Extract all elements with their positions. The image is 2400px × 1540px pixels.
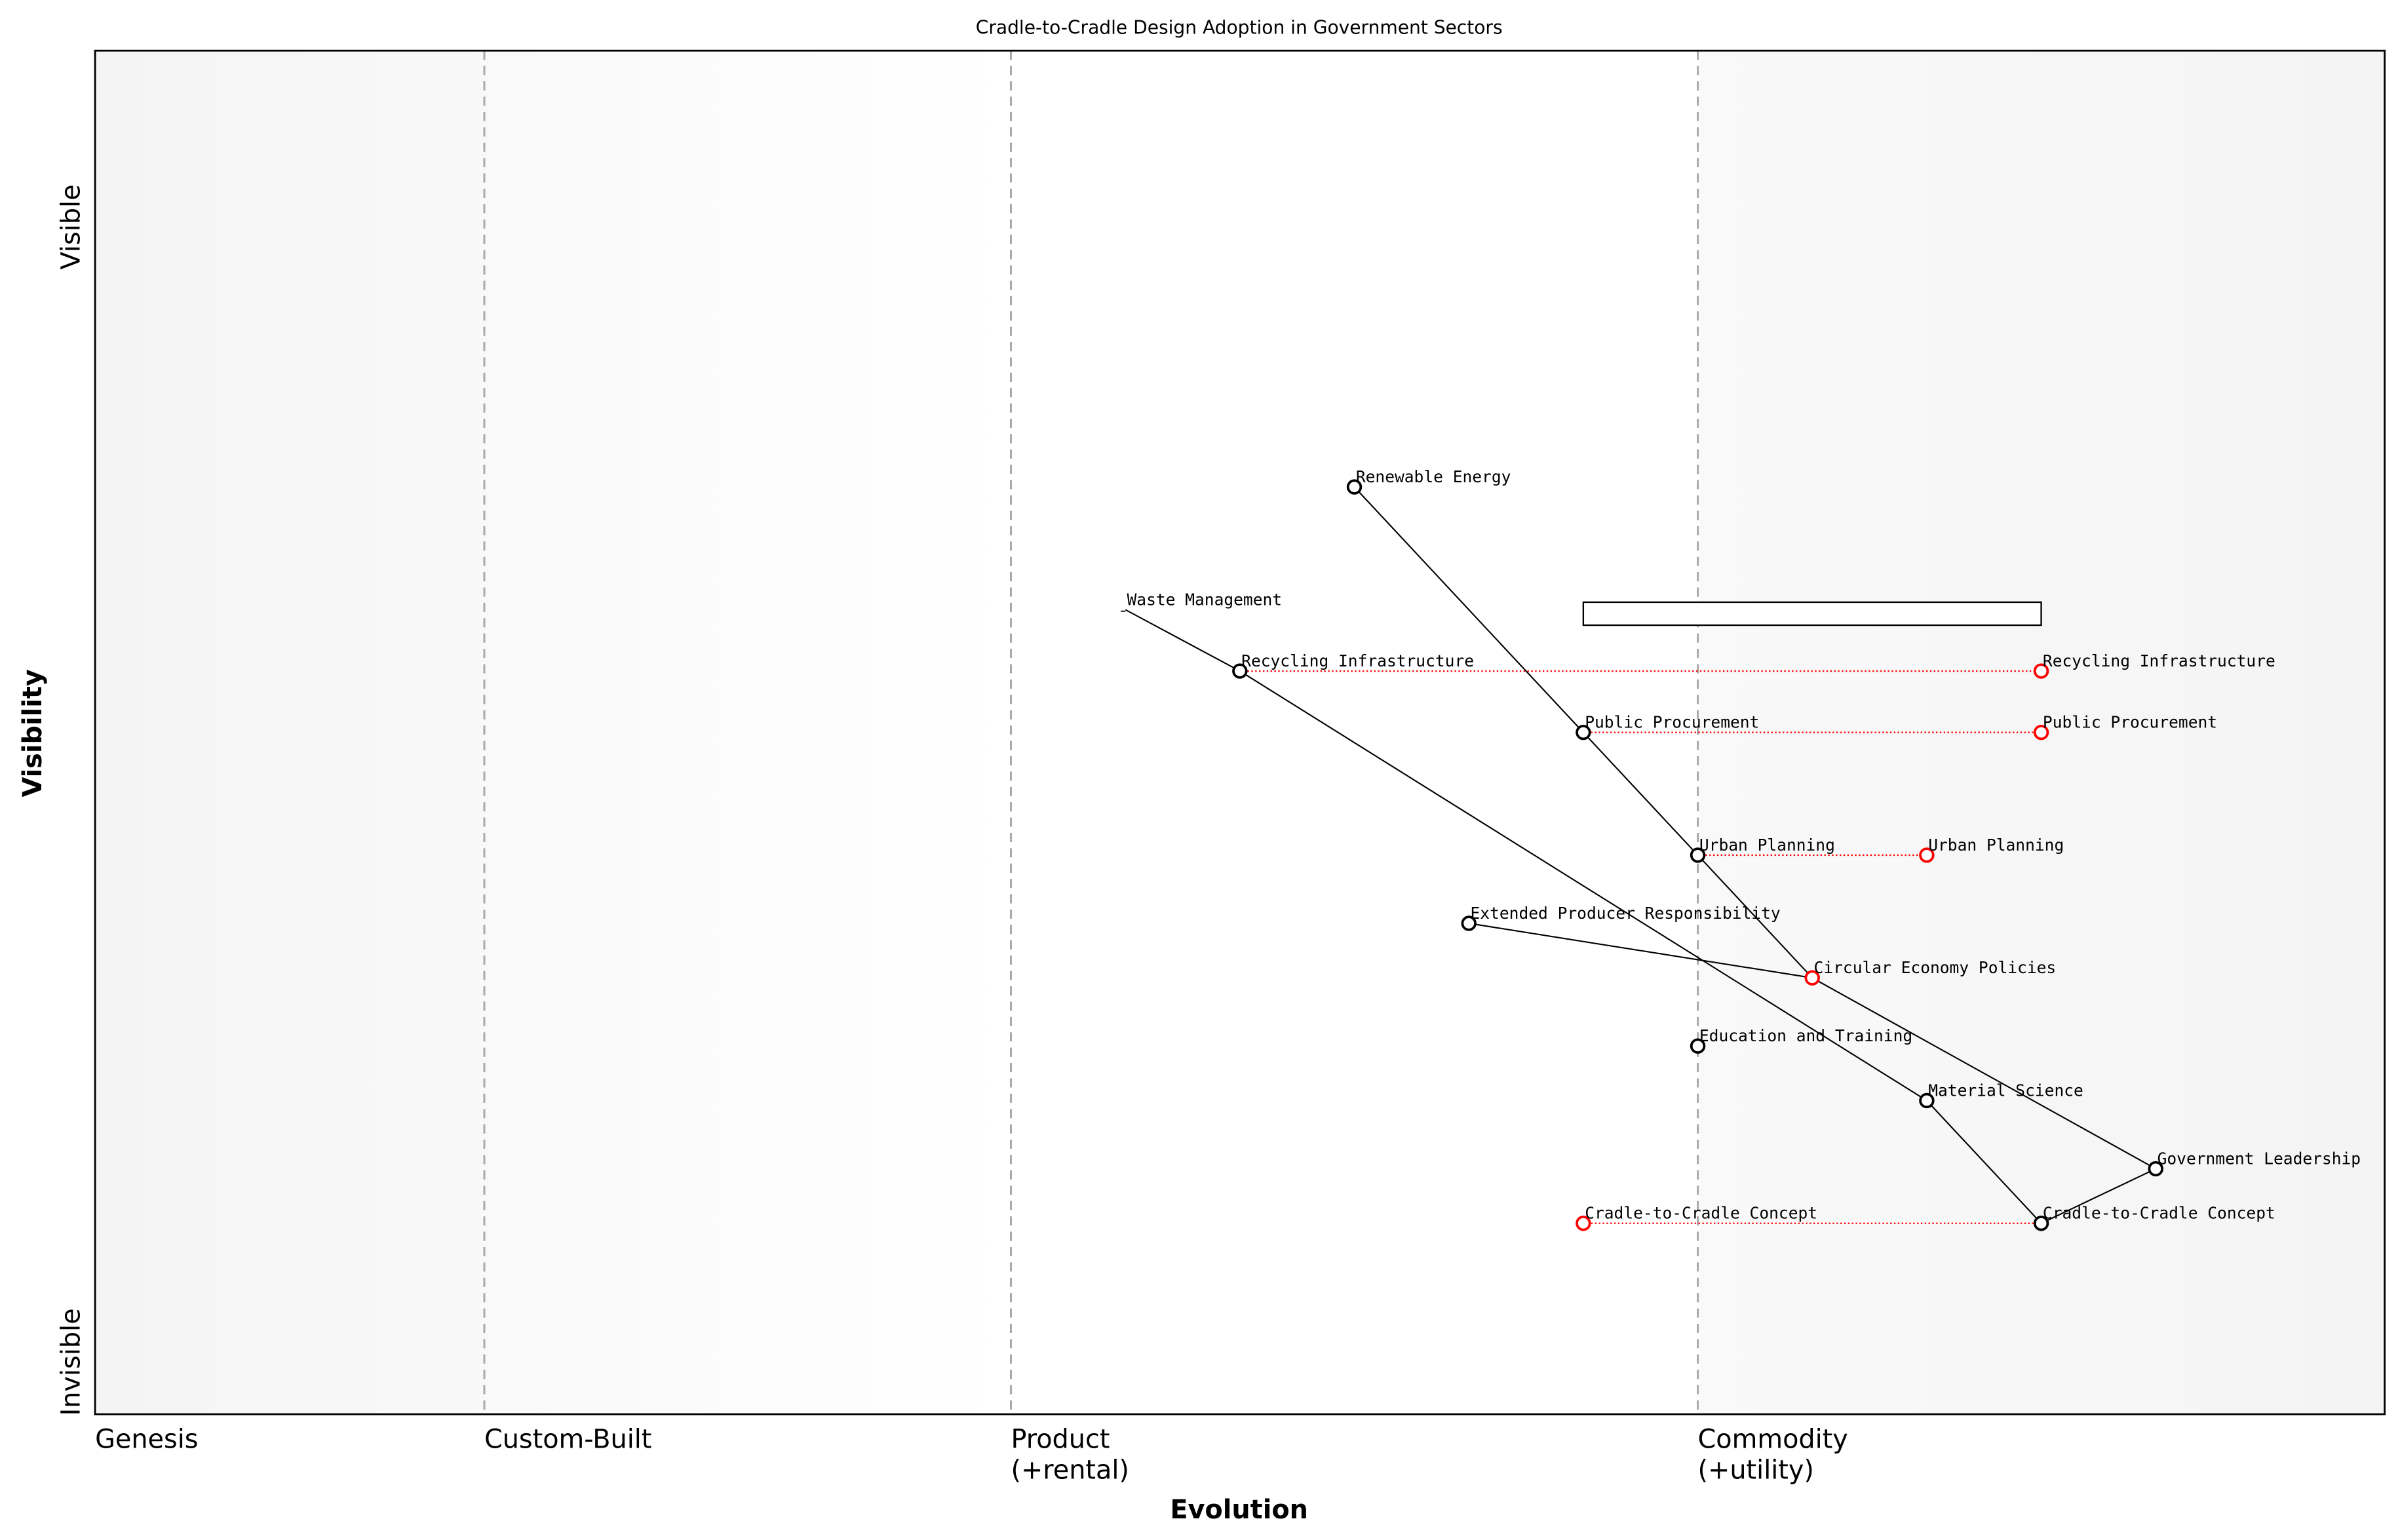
component-label: Extended Producer Responsibility <box>1471 904 1781 923</box>
component-label: Public Procurement <box>1585 713 1759 732</box>
dependency-link <box>1811 977 2156 1170</box>
component-node <box>1690 847 1706 863</box>
evolved-node <box>2033 724 2049 741</box>
plot-frame <box>94 49 2386 1415</box>
chart-title: Cradle-to-Cradle Design Adoption in Gove… <box>976 16 1503 38</box>
component-node <box>2033 1216 2049 1231</box>
component-label: Cradle-to-Cradle Concept <box>2043 1204 2275 1223</box>
evolved-node-label: Public Procurement <box>2043 713 2217 732</box>
dependency-link <box>1239 670 1927 1102</box>
y-top-label: Visible <box>56 184 87 269</box>
component-label: Urban Planning <box>1699 836 1835 855</box>
component-label: Material Science <box>1928 1081 2083 1100</box>
dependency-link <box>1125 609 1241 672</box>
component-label: Recycling Infrastructure <box>1241 651 1474 670</box>
y-bottom-label: Invisible <box>56 1308 87 1415</box>
evolved-node <box>1576 1216 1591 1231</box>
stage-label: Custom-Built <box>484 1425 651 1455</box>
component-label: Circular Economy Policies <box>1814 958 2057 977</box>
evolved-node-label: Cradle-to-Cradle Concept <box>1585 1204 1817 1223</box>
component-label: Government Leadership <box>2158 1149 2361 1168</box>
dependency-link <box>1926 1100 2042 1224</box>
component-node <box>1346 479 1363 495</box>
dependency-link <box>2041 1168 2156 1224</box>
dependency-link <box>1583 731 1699 856</box>
stage-sublabel: (+utility) <box>1698 1455 1814 1485</box>
stage-label: Genesis <box>95 1425 198 1455</box>
evolved-node <box>2033 663 2049 679</box>
dependency-link <box>1697 855 1813 978</box>
plot-area <box>95 50 2385 1415</box>
component-node <box>1804 970 1820 986</box>
component-label: Waste Management <box>1127 590 1283 609</box>
stage-label: Product <box>1011 1425 1110 1455</box>
component-node <box>1576 724 1591 741</box>
y-axis-label: Visibility <box>18 669 48 797</box>
dependency-link <box>1353 486 1584 733</box>
evolved-node <box>1919 847 1935 863</box>
dependency-link <box>1469 922 1813 979</box>
component-node <box>1461 915 1477 931</box>
pipeline-box <box>1582 601 2042 626</box>
evolved-node-label: Recycling Infrastructure <box>2043 651 2275 670</box>
component-node <box>2148 1161 2163 1177</box>
evolved-node-label: Urban Planning <box>1928 836 2064 855</box>
component-node <box>1232 663 1248 679</box>
x-axis-label: Evolution <box>1170 1495 1308 1525</box>
component-node <box>1690 1038 1706 1054</box>
component-label: Renewable Energy <box>1356 467 1511 486</box>
component-label: Education and Training <box>1699 1026 1912 1045</box>
stage-sublabel: (+rental) <box>1011 1455 1129 1485</box>
component-node <box>1919 1092 1935 1109</box>
stage-label: Commodity <box>1698 1425 1848 1455</box>
